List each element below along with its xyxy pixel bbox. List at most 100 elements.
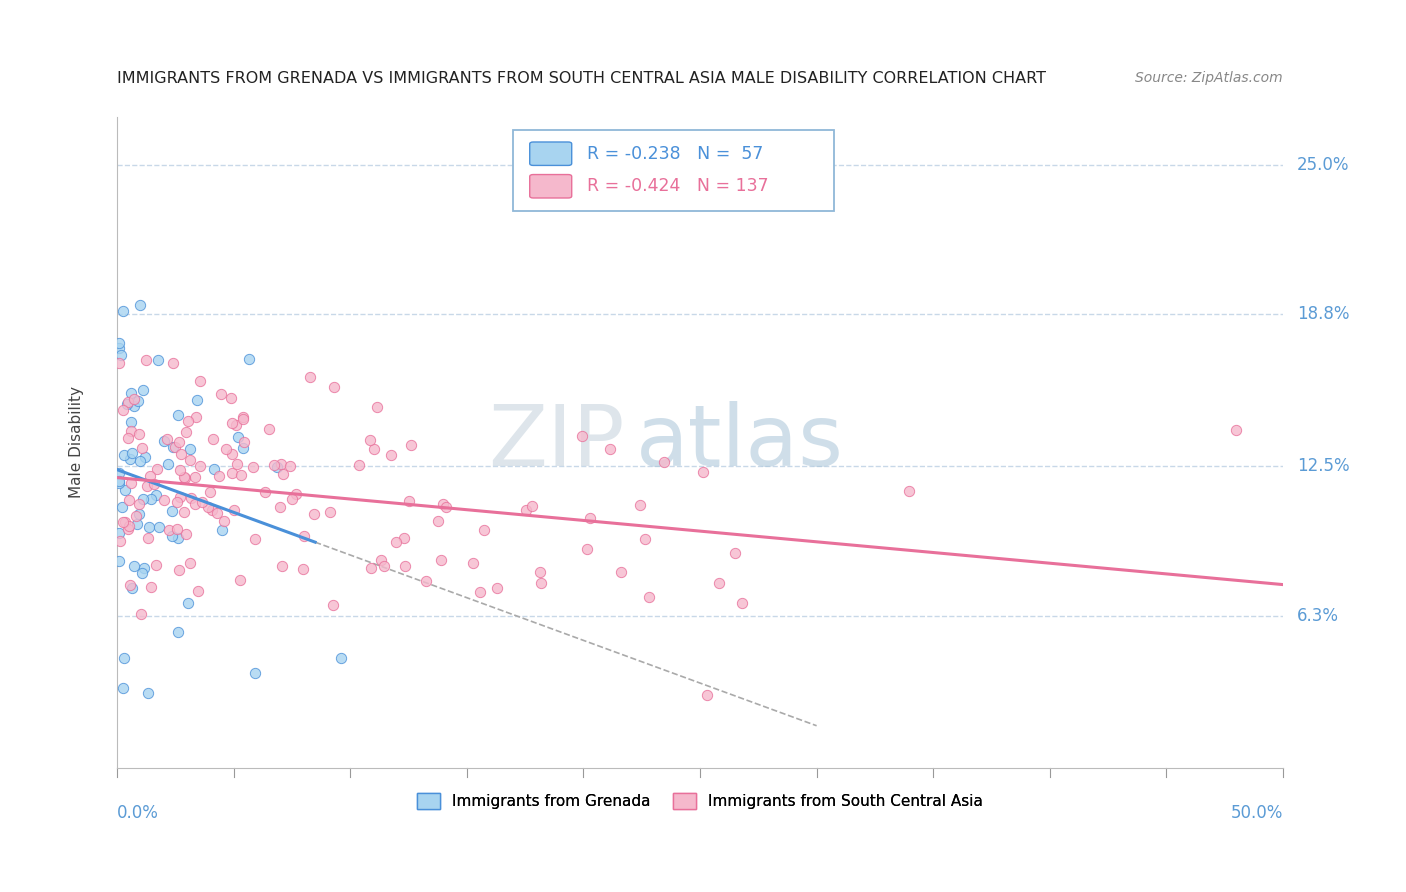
Point: [167, 563, 190, 577]
Point: [208, 468, 231, 483]
Text: Male Disability: Male Disability: [69, 386, 83, 498]
Point: [215, 442, 238, 456]
Point: [110, 348, 132, 362]
Point: [221, 447, 243, 461]
Point: [162, 529, 184, 543]
Point: [131, 566, 153, 580]
Text: ZIP: ZIP: [488, 401, 624, 483]
Point: [174, 470, 197, 484]
Point: [188, 458, 211, 473]
Point: [243, 533, 266, 547]
Point: [138, 531, 160, 545]
Point: [225, 418, 247, 433]
Point: [118, 451, 141, 466]
Point: [232, 441, 254, 455]
Point: [138, 468, 160, 483]
Point: [634, 532, 657, 546]
Text: IMMIGRANTS FROM GRENADA VS IMMIGRANTS FROM SOUTH CENTRAL ASIA MALE DISABILITY CO: IMMIGRANTS FROM GRENADA VS IMMIGRANTS FR…: [117, 71, 1046, 86]
Point: [146, 353, 169, 368]
Point: [112, 681, 135, 695]
Point: [111, 403, 134, 417]
Point: [163, 440, 186, 454]
Point: [128, 497, 150, 511]
Point: [730, 596, 752, 610]
Point: [169, 447, 191, 461]
Point: [298, 370, 321, 384]
Text: 25.0%: 25.0%: [1298, 156, 1350, 174]
Point: [522, 500, 544, 514]
Point: [214, 515, 236, 529]
Point: [117, 395, 139, 409]
Point: [232, 409, 254, 424]
Point: [284, 487, 307, 501]
Point: [145, 488, 167, 502]
Point: [486, 581, 509, 595]
Point: [709, 575, 731, 590]
Point: [179, 442, 201, 456]
Point: [111, 304, 134, 318]
Point: [114, 483, 136, 498]
Text: R = -0.424   N = 137: R = -0.424 N = 137: [586, 178, 769, 195]
Text: 0.0%: 0.0%: [117, 804, 159, 822]
Point: [128, 454, 150, 468]
Point: [430, 553, 453, 567]
Point: [156, 457, 179, 471]
Point: [179, 556, 201, 570]
Point: [135, 352, 157, 367]
Point: [270, 457, 292, 471]
Point: [271, 559, 294, 574]
Point: [118, 578, 141, 592]
Point: [394, 559, 416, 574]
Point: [177, 596, 200, 610]
Point: [281, 492, 304, 507]
Point: [120, 386, 142, 401]
Point: [145, 558, 167, 572]
Point: [292, 529, 315, 543]
Point: [211, 523, 233, 537]
Point: [232, 412, 254, 426]
Point: [117, 431, 139, 445]
Point: [174, 526, 197, 541]
Point: [112, 448, 135, 462]
Point: [166, 523, 188, 537]
Point: [470, 584, 492, 599]
FancyBboxPatch shape: [530, 175, 572, 198]
Point: [122, 399, 145, 413]
Point: [167, 625, 190, 640]
Point: [162, 356, 184, 370]
Point: [177, 414, 200, 428]
Point: [302, 507, 325, 521]
Point: [124, 392, 146, 406]
Point: [202, 462, 225, 476]
Point: [1225, 423, 1247, 437]
Point: [398, 494, 420, 508]
Point: [638, 590, 661, 604]
Text: 6.3%: 6.3%: [1298, 607, 1339, 624]
Point: [426, 515, 449, 529]
Point: [128, 427, 150, 442]
Point: [111, 500, 134, 515]
Point: [156, 432, 179, 446]
Point: [166, 408, 188, 422]
Point: [125, 508, 148, 523]
Point: [432, 497, 454, 511]
Point: [134, 450, 156, 465]
Point: [125, 516, 148, 531]
Point: [139, 491, 162, 506]
Text: 18.8%: 18.8%: [1298, 305, 1350, 323]
Point: [184, 410, 207, 425]
Point: [529, 565, 551, 579]
Point: [201, 432, 224, 446]
Point: [434, 500, 457, 515]
Point: [692, 465, 714, 479]
Point: [360, 561, 382, 575]
Point: [652, 455, 675, 469]
Point: [152, 434, 174, 449]
Point: [132, 561, 155, 575]
Point: [385, 535, 408, 549]
Point: [186, 392, 208, 407]
Point: [141, 580, 163, 594]
Text: 12.5%: 12.5%: [1298, 458, 1350, 475]
Point: [238, 352, 260, 367]
Point: [221, 391, 243, 405]
